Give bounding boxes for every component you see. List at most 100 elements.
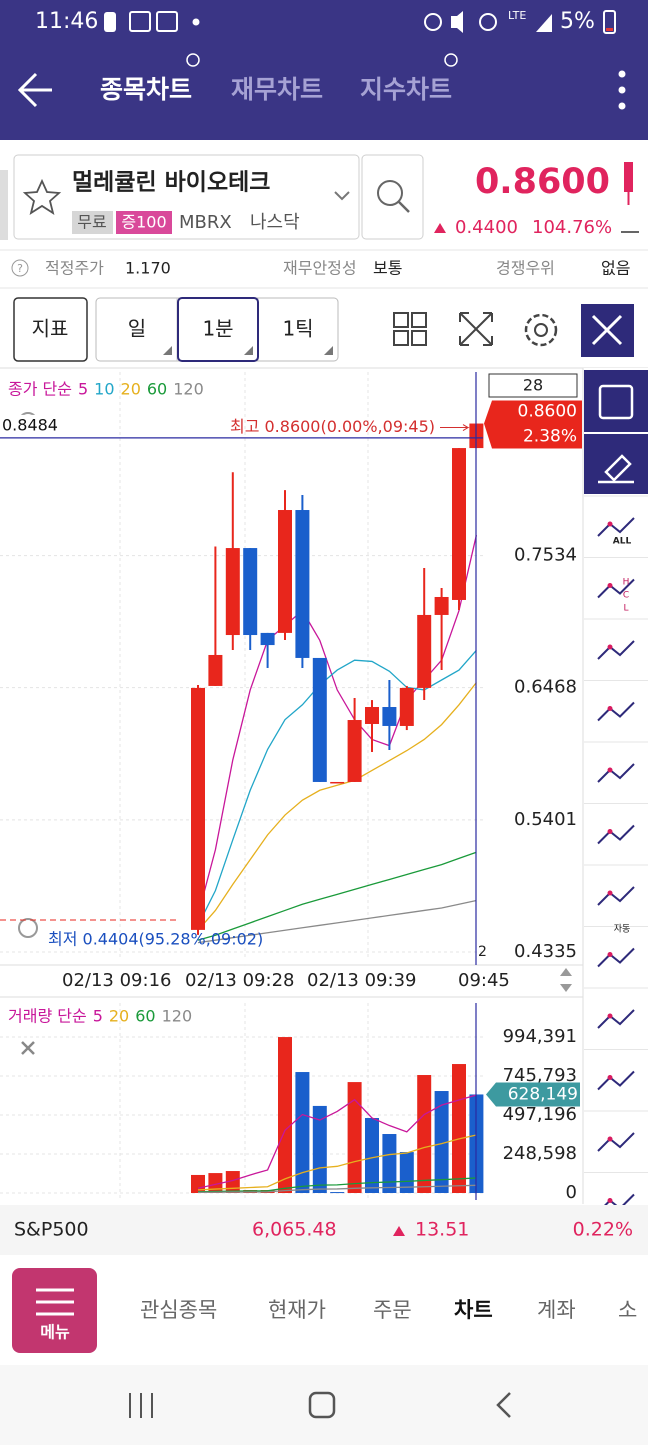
y-tick-label: 994,391: [503, 1026, 577, 1047]
volume-bar: [399, 1152, 414, 1193]
layout-icon[interactable]: [393, 312, 427, 346]
crosshair-label: 0.8484: [2, 415, 58, 434]
home-button[interactable]: [308, 1391, 336, 1419]
favorite-star[interactable]: [22, 178, 62, 215]
candle-body: [382, 707, 397, 726]
status-icon: [104, 12, 116, 32]
price-change: 0.4400: [455, 217, 518, 238]
close-volume[interactable]: [21, 1041, 35, 1055]
period-button[interactable]: 일: [128, 317, 146, 341]
x-axis-label: 02/13 09:39: [307, 970, 416, 991]
nav-item[interactable]: 차트: [454, 1298, 493, 1322]
back-button[interactable]: [17, 72, 52, 108]
candle-body: [330, 781, 345, 784]
candle-body: [243, 548, 258, 636]
stock-price: 0.8600: [475, 162, 610, 202]
tool-icon: [597, 886, 635, 906]
tool-icon: [597, 517, 635, 537]
low-annotation: 최저 0.4404(95.28%,09:02): [48, 930, 263, 949]
tool-icon: [607, 1198, 613, 1203]
tool-icon: [607, 952, 613, 957]
save-button[interactable]: [584, 370, 648, 432]
legend-entry: 60: [135, 1007, 155, 1026]
candle-body: [452, 448, 466, 600]
candle-body: [312, 657, 327, 782]
tool-icon: [607, 890, 613, 896]
volume-bar: [295, 1072, 310, 1193]
y-tick-label: 745,793: [503, 1065, 577, 1086]
status-icon: [451, 11, 463, 33]
last-price-label: 0.8600: [518, 402, 577, 422]
legend-entry: 5: [93, 1007, 103, 1026]
stock-tag: 증100: [121, 213, 166, 232]
moving-average-line: [197, 1094, 477, 1189]
legend-title: 종가 단순: [8, 380, 72, 399]
y-tick-label: 0.7534: [514, 545, 577, 566]
tool-icon: [607, 1136, 613, 1142]
last-volume-tag: [486, 1082, 580, 1107]
indicator-button[interactable]: [13, 297, 88, 362]
volume-bar: [278, 1037, 292, 1193]
legend-entry: 60: [147, 380, 167, 399]
settings-icon[interactable]: [524, 313, 558, 347]
index-name: S&P500: [14, 1219, 89, 1241]
menu-button[interactable]: [12, 1268, 97, 1353]
recent-apps[interactable]: [129, 1393, 153, 1418]
moving-average-line: [197, 851, 477, 941]
index-change-pct: 0.22%: [573, 1219, 633, 1241]
moving-average-line: [197, 1177, 477, 1193]
help-icon[interactable]: [11, 259, 29, 277]
candle-body: [347, 720, 362, 782]
tool-icon: [607, 1075, 613, 1080]
nav-item[interactable]: 계좌: [537, 1298, 576, 1322]
dropdown-chevron[interactable]: [334, 191, 350, 201]
search-icon: [398, 201, 410, 213]
nav-item[interactable]: 주문: [373, 1298, 412, 1322]
moving-average-line: [197, 682, 477, 931]
volume-bar: [434, 1091, 449, 1193]
candle-body: [208, 654, 223, 686]
eraser-button[interactable]: [584, 434, 648, 494]
y-tick-label: 0: [566, 1182, 577, 1203]
more-menu[interactable]: [618, 70, 626, 110]
index-change: 13.51: [415, 1219, 469, 1241]
y-tick-label: 0.6468: [514, 677, 577, 698]
volume-bar: [191, 1174, 205, 1193]
period-button[interactable]: 1틱: [282, 317, 313, 341]
volume-bar: [382, 1134, 397, 1193]
back-nav[interactable]: [496, 1392, 511, 1418]
tool-icon: [607, 1013, 613, 1019]
tab[interactable]: 종목차트: [100, 75, 192, 104]
period-selected[interactable]: [177, 297, 259, 362]
legend-entry: 5: [78, 380, 88, 399]
ticker-bar: [0, 1205, 648, 1255]
price-icon: [624, 162, 633, 192]
legend-entry: 120: [162, 1007, 193, 1026]
zoom-out[interactable]: [18, 918, 38, 938]
save-icon: [598, 384, 634, 420]
candle-body: [365, 707, 379, 724]
tool-icon: [607, 829, 613, 834]
scroll-arrows[interactable]: [560, 968, 572, 992]
tool-label: H: [623, 578, 630, 588]
period-button[interactable]: 1분: [202, 317, 233, 341]
legend-entry: 20: [109, 1007, 129, 1026]
tab[interactable]: 재무차트: [231, 75, 323, 104]
tool-icon: [597, 824, 635, 845]
tag-bg: [72, 211, 113, 234]
nav-item[interactable]: 소: [618, 1298, 637, 1322]
status-dot: [192, 18, 200, 26]
volume-bar: [312, 1105, 327, 1193]
tab[interactable]: 지수차트: [360, 75, 452, 104]
nav-item[interactable]: 현재가: [268, 1298, 326, 1322]
x-axis-label: 02/13 09:16: [62, 970, 171, 991]
moving-average-line: [197, 1184, 477, 1194]
system-nav: [0, 1365, 648, 1445]
search-button[interactable]: [361, 154, 424, 240]
fullscreen-icon[interactable]: [459, 312, 493, 346]
legend-title: 거래량 단순: [8, 1007, 87, 1026]
legend-entry: 120: [173, 380, 204, 399]
y-tick-label: 497,196: [503, 1104, 577, 1125]
nav-item[interactable]: 관심종목: [140, 1298, 217, 1322]
